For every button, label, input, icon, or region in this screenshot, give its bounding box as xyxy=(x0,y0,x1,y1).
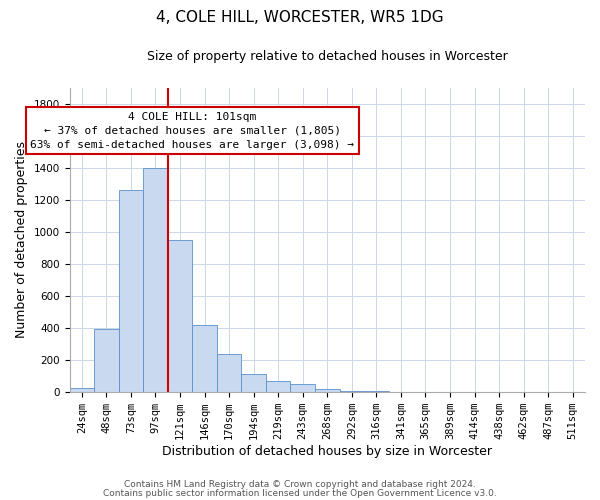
Title: Size of property relative to detached houses in Worcester: Size of property relative to detached ho… xyxy=(147,50,508,63)
Bar xyxy=(241,374,266,392)
Bar xyxy=(340,391,364,392)
Bar xyxy=(70,388,94,392)
Bar xyxy=(168,240,192,392)
Text: 4, COLE HILL, WORCESTER, WR5 1DG: 4, COLE HILL, WORCESTER, WR5 1DG xyxy=(156,10,444,25)
Bar xyxy=(143,168,168,392)
Text: Contains HM Land Registry data © Crown copyright and database right 2024.: Contains HM Land Registry data © Crown c… xyxy=(124,480,476,489)
Text: Contains public sector information licensed under the Open Government Licence v3: Contains public sector information licen… xyxy=(103,488,497,498)
Bar xyxy=(94,330,119,392)
Bar xyxy=(266,380,290,392)
Bar xyxy=(119,190,143,392)
Bar xyxy=(217,354,241,392)
Text: 4 COLE HILL: 101sqm
← 37% of detached houses are smaller (1,805)
63% of semi-det: 4 COLE HILL: 101sqm ← 37% of detached ho… xyxy=(30,112,354,150)
Y-axis label: Number of detached properties: Number of detached properties xyxy=(15,141,28,338)
Bar xyxy=(192,324,217,392)
Bar xyxy=(315,390,340,392)
Bar xyxy=(290,384,315,392)
X-axis label: Distribution of detached houses by size in Worcester: Distribution of detached houses by size … xyxy=(162,444,492,458)
